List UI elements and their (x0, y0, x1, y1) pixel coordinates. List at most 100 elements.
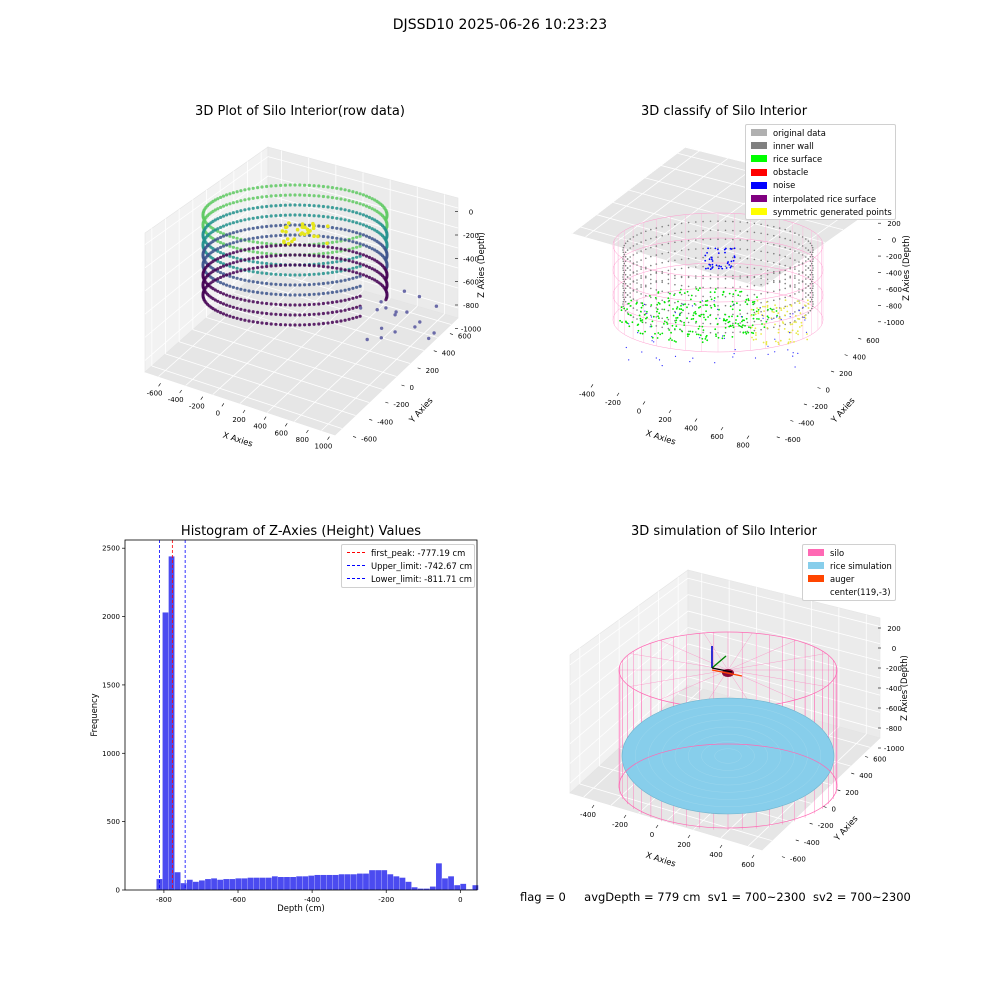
plot1-point (321, 251, 325, 256)
plot2-point-wall (717, 247, 719, 249)
plot2-point-symmetric (783, 328, 786, 330)
plot1-z-tick-label: 0 (469, 209, 473, 217)
plot1-point (358, 242, 362, 246)
histogram-bar (417, 888, 424, 890)
plot2-point-noise (721, 267, 724, 270)
plot1-point (347, 287, 351, 291)
plot1-y-tick (369, 419, 373, 421)
plot1-point (216, 257, 220, 261)
plot1-point (335, 320, 339, 324)
plot2-z-tick-label: -1000 (884, 319, 904, 327)
plot2-point-wall (622, 296, 625, 299)
plot2-point-wall (626, 276, 629, 278)
plot2-point-rice (767, 316, 770, 319)
plot2-point-wall (753, 276, 756, 279)
plot1-point (251, 206, 255, 210)
plot2-point-noise (692, 357, 694, 359)
plot2-x-tick-label: 600 (710, 433, 723, 441)
plot2-point-rice (642, 304, 644, 307)
plot1-point (251, 290, 255, 294)
histogram-bar (460, 883, 467, 890)
plot2-point-wall (645, 266, 647, 269)
plot2-point-wall (794, 250, 796, 252)
plot1-point (330, 300, 334, 304)
plot1-point (355, 295, 359, 299)
plot1-point (228, 284, 232, 288)
plot2-point-noise (628, 323, 630, 325)
plot2-point-rice (756, 296, 758, 299)
plot1-point (288, 233, 292, 237)
histogram-bar (180, 883, 187, 890)
plot2-point-rice (674, 321, 677, 324)
plot1-grid-z (267, 252, 459, 309)
plot1-point (343, 248, 347, 252)
plot1-point (239, 259, 243, 263)
plot2-point-wall (773, 290, 775, 293)
plot1-point (260, 281, 264, 285)
plot2-point-rice (706, 299, 709, 302)
plot1-point (213, 198, 217, 202)
histogram-bar (296, 876, 303, 890)
plot2-point-wall (667, 318, 670, 321)
plot1-point (256, 196, 260, 200)
plot1-point (235, 276, 239, 280)
plot2-point-wall (717, 238, 719, 240)
plot2-point-wall (667, 278, 670, 281)
plot1-point (213, 218, 217, 222)
plot2-point-wall (746, 248, 749, 251)
histogram-legend-label: Upper_limit: -742.67 cm (371, 560, 473, 571)
plot1-point (260, 271, 264, 275)
plot1-point (317, 214, 321, 218)
plot2-point-wall (809, 291, 812, 294)
plot2-point-rice (639, 317, 642, 320)
plot2-point-wall (801, 298, 804, 300)
plot2-point-wall (650, 246, 652, 249)
plot2-point-wall (629, 296, 631, 298)
plot2-point-rice (769, 307, 772, 310)
histogram-bar (314, 874, 321, 890)
plot2-point-wall (724, 256, 727, 259)
plot2-point-rice (742, 324, 744, 327)
plot1-point (231, 245, 235, 249)
plot1-point (243, 228, 247, 232)
plot2-point-rice (710, 306, 713, 309)
plot2-point-wall (784, 228, 786, 231)
plot2-point-rice (761, 323, 763, 325)
plot2-point-wall (709, 220, 712, 223)
plot1-x-tick-label: 200 (232, 416, 245, 424)
plot2-point-wall (680, 276, 683, 279)
plot1-grid-y (321, 313, 445, 431)
plot2-point-rice (703, 316, 705, 319)
plot2-point-wall (632, 272, 635, 274)
plot2-point-noise (705, 267, 707, 270)
plot2-point-wall (805, 238, 807, 240)
plot1-point (402, 289, 407, 293)
plot1-point (228, 272, 232, 276)
plot4-legend-swatch (808, 589, 824, 596)
plot1-point (330, 226, 334, 230)
plot1-point (274, 194, 278, 198)
plot2-point-rice (747, 299, 750, 302)
plot1-point (228, 234, 232, 238)
plot2-point-rice (709, 291, 712, 293)
plot1-point (256, 186, 260, 190)
plot1-point (317, 302, 321, 306)
plot1-point (293, 193, 297, 197)
plot2-point-wall (801, 263, 804, 265)
plot1-point (219, 241, 223, 245)
plot2-point-wall (773, 281, 775, 284)
histogram-bar (399, 877, 406, 890)
plot2-point-wall (636, 288, 638, 290)
plot2-point-wall (732, 220, 734, 223)
plot1-point (293, 303, 297, 307)
plot2-point-wall (732, 322, 734, 325)
plot1-point (326, 215, 330, 219)
plot1-point (339, 319, 343, 323)
plot1-point (355, 211, 359, 215)
plot1-point (288, 303, 292, 307)
plot2-point-rice (731, 336, 734, 338)
plot1-point (213, 308, 217, 312)
plot1-point (247, 207, 251, 211)
plot2-point-noise (730, 265, 733, 267)
plot1-point (269, 224, 273, 228)
